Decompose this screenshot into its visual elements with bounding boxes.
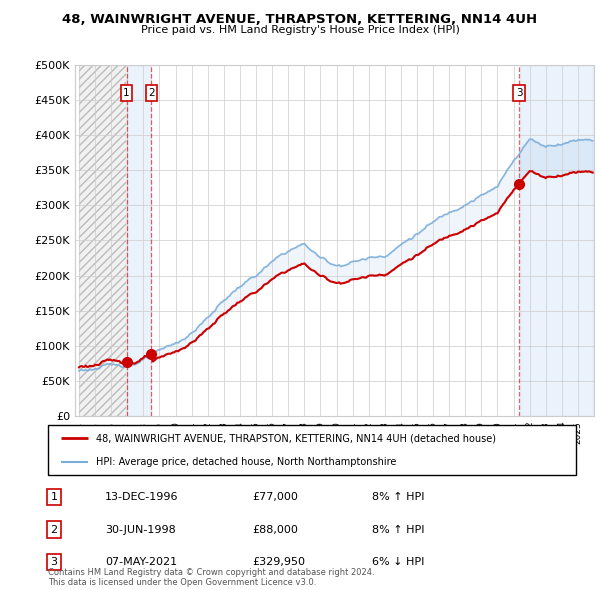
Text: 48, WAINWRIGHT AVENUE, THRAPSTON, KETTERING, NN14 4UH: 48, WAINWRIGHT AVENUE, THRAPSTON, KETTER…: [62, 13, 538, 26]
Text: £77,000: £77,000: [252, 492, 298, 502]
Text: Price paid vs. HM Land Registry's House Price Index (HPI): Price paid vs. HM Land Registry's House …: [140, 25, 460, 35]
Text: 3: 3: [50, 557, 58, 567]
Text: 13-DEC-1996: 13-DEC-1996: [105, 492, 179, 502]
Text: 2: 2: [50, 525, 58, 535]
Text: 8% ↑ HPI: 8% ↑ HPI: [372, 492, 425, 502]
Text: 2: 2: [148, 88, 155, 98]
Text: 48, WAINWRIGHT AVENUE, THRAPSTON, KETTERING, NN14 4UH (detached house): 48, WAINWRIGHT AVENUE, THRAPSTON, KETTER…: [95, 433, 496, 443]
Text: 8% ↑ HPI: 8% ↑ HPI: [372, 525, 425, 535]
Text: £88,000: £88,000: [252, 525, 298, 535]
Text: Contains HM Land Registry data © Crown copyright and database right 2024.
This d: Contains HM Land Registry data © Crown c…: [48, 568, 374, 587]
Text: 6% ↓ HPI: 6% ↓ HPI: [372, 557, 424, 567]
FancyBboxPatch shape: [48, 425, 576, 475]
Text: £329,950: £329,950: [252, 557, 305, 567]
Text: 07-MAY-2021: 07-MAY-2021: [105, 557, 177, 567]
Text: 1: 1: [123, 88, 130, 98]
Text: 1: 1: [50, 492, 58, 502]
Text: 30-JUN-1998: 30-JUN-1998: [105, 525, 176, 535]
Text: HPI: Average price, detached house, North Northamptonshire: HPI: Average price, detached house, Nort…: [95, 457, 396, 467]
Text: 3: 3: [516, 88, 523, 98]
